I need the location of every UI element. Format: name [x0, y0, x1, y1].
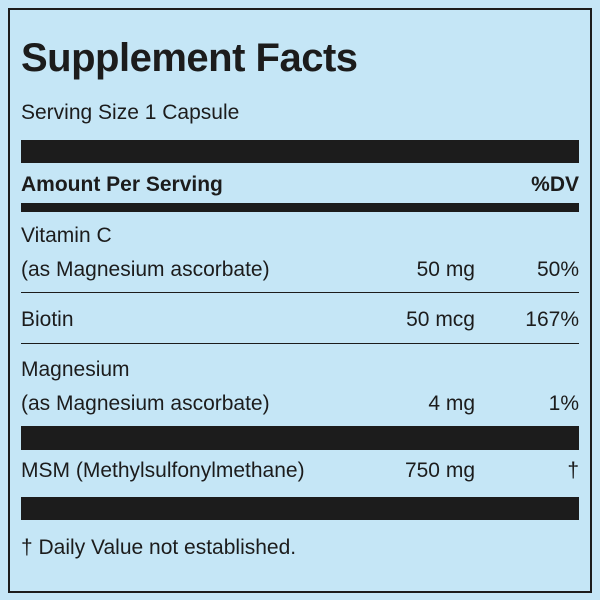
nutrient-name-magnesium: Magnesium — [21, 358, 130, 381]
nutrient-amount-biotin: 50 mcg — [406, 308, 475, 331]
supplement-facts-panel: Supplement Facts Serving Size 1 Capsule … — [8, 8, 592, 593]
header-percent-dv: %DV — [531, 173, 579, 196]
row-divider — [21, 292, 579, 293]
nutrient-amount-vitamin-c: 50 mg — [416, 258, 475, 281]
thick-divider-middle — [21, 426, 579, 450]
nutrient-amount-magnesium: 4 mg — [428, 392, 475, 415]
panel-title: Supplement Facts — [21, 36, 358, 80]
serving-size: Serving Size 1 Capsule — [21, 101, 240, 124]
row-divider — [21, 343, 579, 344]
nutrient-dv-vitamin-c: 50% — [536, 258, 579, 281]
footnote: † Daily Value not established. — [21, 536, 297, 559]
nutrient-name-msm: MSM (Methylsulfonylmethane) — [21, 459, 305, 482]
nutrient-name-vitamin-c: Vitamin C — [21, 224, 112, 247]
header-amount-per-serving: Amount Per Serving — [21, 173, 223, 196]
nutrient-amount-msm: 750 mg — [404, 459, 475, 482]
nutrient-dv-magnesium: 1% — [548, 392, 579, 415]
nutrient-dv-msm: † — [567, 459, 579, 482]
thick-divider-bottom — [21, 497, 579, 520]
thick-divider-top — [21, 140, 579, 163]
nutrient-source-magnesium: (as Magnesium ascorbate) — [21, 392, 270, 415]
medium-divider — [21, 203, 579, 212]
nutrient-dv-biotin: 167% — [525, 308, 579, 331]
nutrient-name-biotin: Biotin — [21, 308, 74, 331]
nutrient-source-vitamin-c: (as Magnesium ascorbate) — [21, 258, 270, 281]
